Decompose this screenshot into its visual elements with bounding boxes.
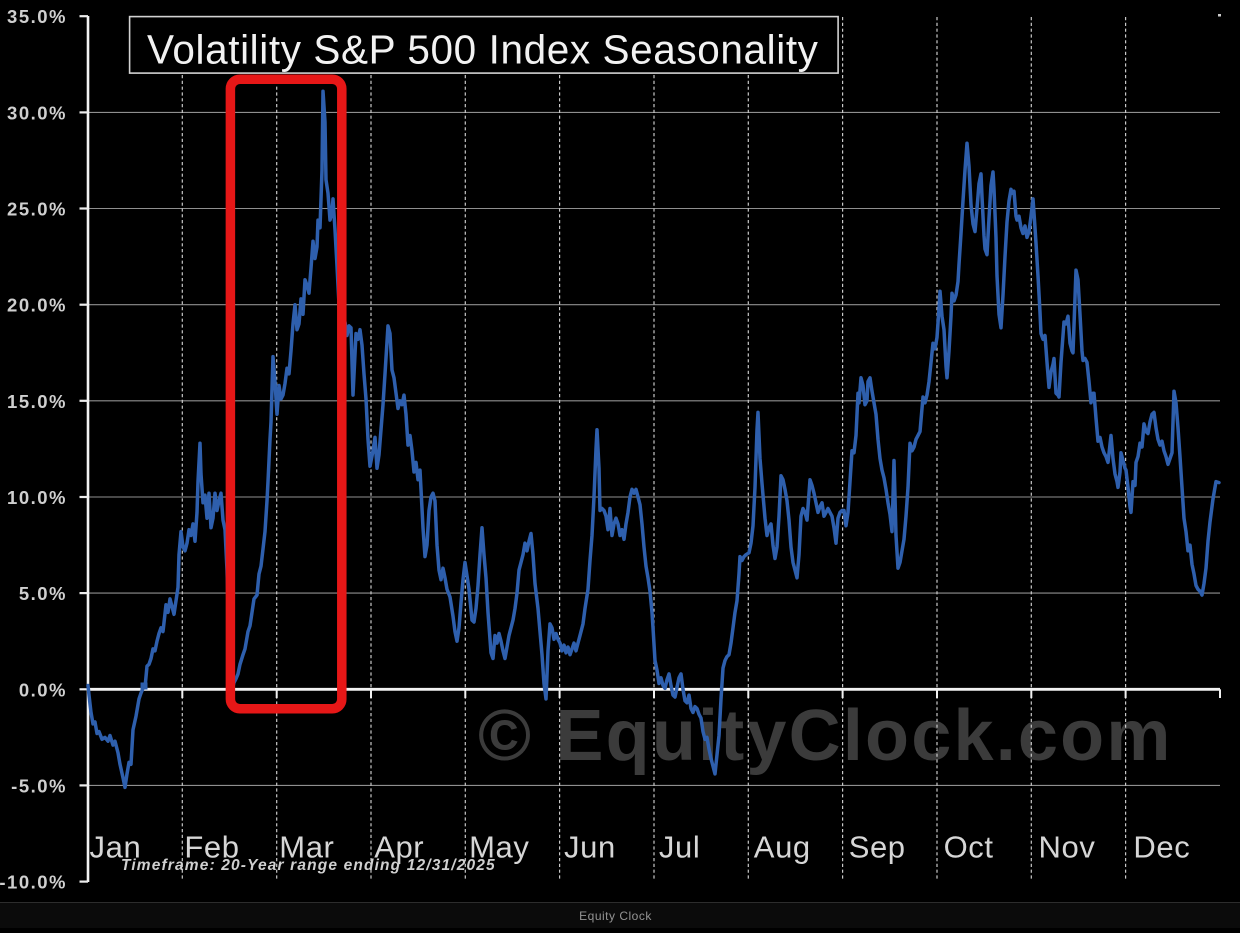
svg-text:0.0%: 0.0% — [19, 679, 67, 700]
svg-text:15.0%: 15.0% — [7, 391, 67, 412]
svg-text:Feb: Feb — [184, 830, 239, 865]
svg-text:Jul: Jul — [659, 830, 700, 865]
svg-text:-10.0%: -10.0% — [0, 872, 67, 893]
svg-text:May: May — [469, 830, 529, 865]
svg-text:Aug: Aug — [754, 830, 811, 865]
svg-text:10.0%: 10.0% — [7, 487, 67, 508]
svg-text:Mar: Mar — [279, 830, 334, 865]
svg-text:Sep: Sep — [849, 830, 906, 865]
svg-text:Jun: Jun — [564, 830, 616, 865]
svg-text:© EquityClock.com: © EquityClock.com — [478, 696, 1173, 776]
svg-text:5.0%: 5.0% — [19, 583, 67, 604]
svg-text:20.0%: 20.0% — [7, 295, 67, 316]
svg-text:Timeframe: 20-Year range endin: Timeframe: 20-Year range ending 12/31/20… — [121, 857, 496, 874]
svg-text:30.0%: 30.0% — [7, 102, 67, 123]
svg-text:Nov: Nov — [1039, 830, 1096, 865]
svg-text:35.0%: 35.0% — [7, 6, 67, 27]
svg-text:Jan: Jan — [90, 830, 142, 865]
svg-text:Oct: Oct — [944, 830, 994, 865]
svg-text:Volatility S&P 500 Index Seaso: Volatility S&P 500 Index Seasonality — [147, 27, 819, 73]
svg-text:Dec: Dec — [1133, 830, 1190, 865]
svg-text:25.0%: 25.0% — [7, 199, 67, 220]
svg-text:Apr: Apr — [374, 830, 424, 865]
svg-text:-5.0%: -5.0% — [11, 775, 67, 796]
